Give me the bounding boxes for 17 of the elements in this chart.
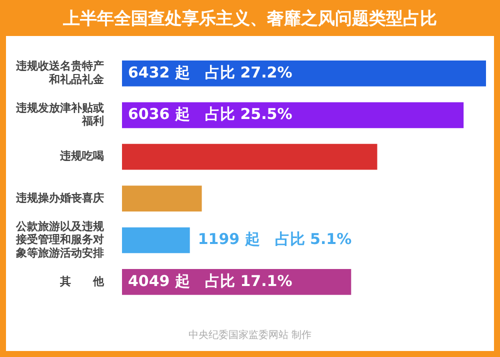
bar bbox=[122, 60, 486, 86]
y-tick-label: 违规收送名贵特产和礼品礼金 bbox=[15, 60, 105, 86]
y-tick-label: 其 他 bbox=[59, 274, 105, 288]
data-label: 6036 起 占比 25.5% bbox=[128, 105, 292, 124]
data-label: 1199 起 占比 5.1% bbox=[198, 230, 352, 248]
bar bbox=[122, 186, 202, 212]
bar bbox=[122, 227, 190, 254]
data-label: 6432 起 占比 27.2% bbox=[128, 63, 292, 82]
y-tick-label: 违规吃喝 bbox=[59, 150, 104, 163]
chart-title: 上半年全国查处享乐主义、奢靡之风问题类型占比 bbox=[62, 8, 438, 30]
y-tick-label: 违规操办婚丧喜庆 bbox=[15, 191, 104, 204]
y-tick-label: 公款旅游以及违规接受管理和服务对象等旅游活动安排 bbox=[15, 220, 105, 260]
bar bbox=[122, 144, 378, 170]
y-tick-label: 违规发放津补贴或福利 bbox=[15, 101, 104, 128]
bar bbox=[122, 102, 464, 128]
text: 中央纪委国家监委网站 制作 bbox=[188, 328, 312, 342]
data-label: 4049 起 占比 17.1% bbox=[128, 272, 292, 290]
